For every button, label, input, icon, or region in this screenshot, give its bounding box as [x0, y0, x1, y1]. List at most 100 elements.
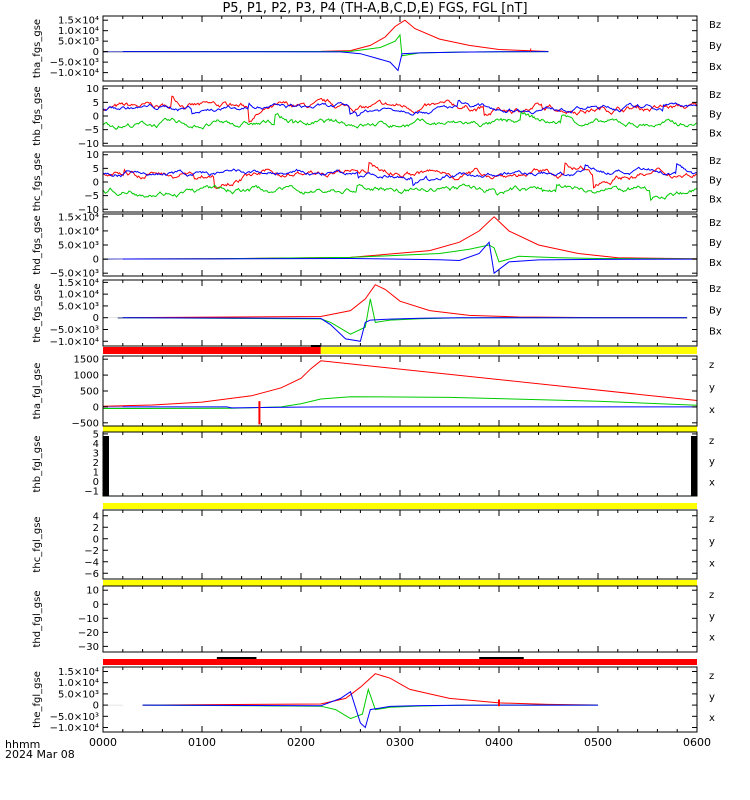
- panel-3-series-Bx: [103, 241, 697, 275]
- panel-6-ytick-label-4: 1: [93, 468, 99, 479]
- time-tick-label-0300: 0300: [386, 736, 414, 749]
- time-tick-label-0600: 0600: [683, 736, 711, 749]
- panel-6-fill-right: [691, 436, 697, 496]
- panel-1-series-Bx: [103, 99, 697, 117]
- panel-7-legend-y: y: [709, 536, 715, 547]
- panel-7-ytick-label-4: −4: [84, 557, 99, 568]
- panel-3-legend-By: By: [709, 238, 722, 249]
- panel-6-legend-y: y: [709, 457, 715, 468]
- panel-1-ytick-label-3: −5: [84, 125, 99, 136]
- panel-4-frame: [102, 279, 698, 347]
- time-tick-label-0400: 0400: [485, 736, 513, 749]
- panel-1-frame: [102, 85, 698, 147]
- panel-2-series-Bx: [103, 163, 697, 187]
- status-bar-0-segment-0: [103, 347, 321, 354]
- panel-7-ytick-label-1: 2: [93, 523, 99, 534]
- panel-0-ytick-label-0: 1.5×10⁴: [58, 16, 99, 27]
- time-tick-label-0000: 0000: [89, 736, 117, 749]
- panel-0-legend-By: By: [709, 41, 722, 52]
- panel-1-series-By: [103, 109, 697, 130]
- panel-3-ylabel: thd_fgs_gse: [32, 215, 43, 274]
- panel-2-frame: [102, 151, 698, 213]
- panel-5-ytick-label-4: −500: [72, 418, 99, 429]
- panel-2-ytick-label-0: 10: [86, 150, 99, 161]
- panel-9-ytick-label-1: 1.0×10⁴: [58, 678, 99, 689]
- panel-9-ytick-label-0: 1.5×10⁴: [58, 667, 99, 678]
- panel-4-series-Bx: [117, 317, 688, 342]
- panel-9-series-x: [142, 690, 598, 729]
- panel-4-legend-By: By: [709, 305, 722, 316]
- panel-8-ytick-label-0: 10: [86, 586, 99, 597]
- panel-3-frame: [102, 213, 698, 277]
- panel-2-ytick-label-4: −10: [78, 205, 99, 216]
- panel-8-ytick-label-1: 0: [93, 600, 99, 611]
- panel-6-ytick-label-5: 0: [93, 477, 99, 488]
- panel-5-ytick-label-3: 0: [93, 402, 99, 413]
- panel-2-legend-Bx: Bx: [709, 195, 722, 206]
- panel-8-legend-x: x: [709, 633, 715, 644]
- panel-2-legend-Bz: Bz: [709, 156, 721, 167]
- panel-5-ytick-label-0: 1500: [74, 355, 99, 366]
- panel-6-ytick-label-1: 4: [93, 439, 99, 450]
- panel-3-ytick-label-2: 5.0×10³: [58, 241, 99, 252]
- panel-7-frame: [102, 509, 698, 580]
- panel-6-ytick-label-3: 2: [93, 458, 99, 469]
- status-bar-3-segment-0: [103, 580, 697, 586]
- panel-6-legend-z: z: [709, 436, 714, 447]
- panel-9-legend-y: y: [709, 692, 715, 703]
- panel-9-ytick-label-2: 5.0×10³: [58, 689, 99, 700]
- panel-6-ytick-label-0: 5: [93, 429, 99, 440]
- panel-6-ytick-label-6: −1: [84, 487, 99, 498]
- panel-8-legend-z: z: [709, 590, 714, 601]
- panel-5-legend-z: z: [709, 360, 714, 371]
- panel-2-ytick-label-2: 0: [93, 178, 99, 189]
- time-tick-label-0200: 0200: [287, 736, 315, 749]
- panel-5-ytick-label-2: 500: [80, 387, 99, 398]
- status-bar-4-marker-0: [216, 657, 257, 659]
- panel-4-series-Bz: [117, 284, 688, 319]
- panel-4-ytick-label-0: 1.5×10⁴: [58, 278, 99, 289]
- panel-3-legend-Bx: Bx: [709, 258, 722, 269]
- panel-7-ytick-label-3: −2: [84, 546, 99, 557]
- panel-3-ytick-label-4: −5.0×10³: [50, 269, 99, 280]
- panel-1-ylabel: thb_fgs_gse: [32, 86, 43, 145]
- panel-6-legend-x: x: [709, 477, 715, 488]
- status-bar-4-marker-1: [479, 657, 524, 659]
- panel-0-series-Bz: [103, 19, 549, 53]
- panel-5-legend-y: y: [709, 383, 715, 394]
- panel-0-ytick-label-4: −5.0×10³: [50, 58, 99, 69]
- panel-9-ytick-label-3: 0: [93, 701, 99, 712]
- panel-1-ytick-label-1: 5: [93, 98, 99, 109]
- panel-4-ytick-label-2: 5.0×10³: [58, 301, 99, 312]
- panel-1-legend-Bx: Bx: [709, 129, 722, 140]
- panel-4-ytick-label-3: 0: [93, 313, 99, 324]
- status-bar-1-segment-0: [103, 426, 697, 432]
- panel-9-frame: [102, 666, 698, 733]
- status-bar-0-segment-1: [320, 347, 697, 354]
- panel-0-series-Bx: [103, 51, 549, 72]
- panel-8-ytick-label-3: −20: [78, 628, 99, 639]
- panel-1-ytick-label-2: 0: [93, 112, 99, 123]
- panel-3-legend-Bz: Bz: [709, 218, 721, 229]
- panel-7-ytick-label-0: 4: [93, 511, 99, 522]
- time-tick-label-0100: 0100: [188, 736, 216, 749]
- panel-7-ylabel: thc_fgl_gse: [32, 516, 43, 572]
- panel-3-series-Bz: [103, 216, 697, 260]
- panel-8-ytick-label-2: −10: [78, 614, 99, 625]
- panel-5-legend-x: x: [709, 405, 715, 416]
- panel-0-ytick-label-5: −1.0×10⁴: [50, 68, 99, 79]
- panel-9-legend-x: x: [709, 713, 715, 724]
- panel-4-ytick-label-4: −5.0×10³: [50, 325, 99, 336]
- panel-3-ytick-label-3: 0: [93, 255, 99, 266]
- panel-4-legend-Bz: Bz: [709, 284, 721, 295]
- panel-8-ylabel: thd_fgl_gse: [32, 591, 43, 648]
- panel-2-ylabel: thc_fgs_gse: [32, 153, 43, 212]
- panel-8-ytick-label-4: −30: [78, 642, 99, 653]
- page-title: P5, P1, P2, P3, P4 (TH-A,B,C,D,E) FGS, F…: [222, 1, 528, 16]
- panel-7-legend-z: z: [709, 514, 714, 525]
- panel-3-ytick-label-0: 1.5×10⁴: [58, 212, 99, 223]
- panel-2-legend-By: By: [709, 175, 722, 186]
- panel-9-ytick-label-4: −5.0×10³: [50, 712, 99, 723]
- panel-0-frame: [102, 15, 698, 82]
